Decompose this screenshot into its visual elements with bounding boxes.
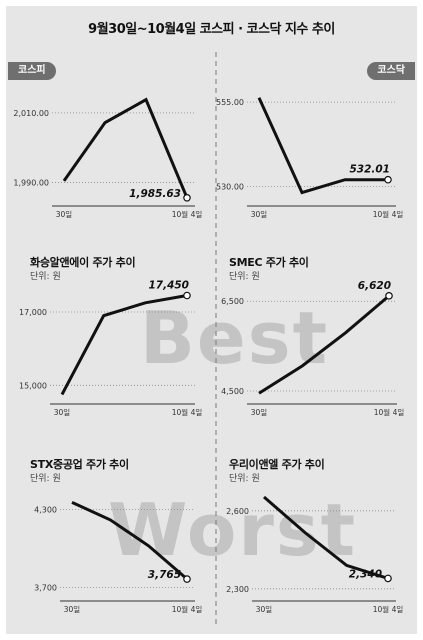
kospi-series-line [62, 97, 189, 199]
kospi-xtick-label: 10월 4일 [172, 209, 203, 219]
hwaseung-end-label: 17,450 [148, 280, 189, 292]
smec-series-line [258, 294, 390, 395]
woori-series-line [263, 495, 389, 580]
chart-title: 9월30일~10월4일 코스피 · 코스닥 지수 추이 [88, 22, 335, 37]
stx-xtick-label: 30일 [64, 605, 81, 614]
woori-xtick-label: 10월 4일 [373, 604, 404, 614]
stx-end-label: 3,765 [148, 569, 181, 581]
smec-title: SMEC 주가 추이 [229, 256, 309, 269]
woori-xtick-label: 30일 [256, 605, 273, 614]
smec-end-point [385, 292, 393, 300]
kospi-ytick-label: 1,990.00 [13, 179, 49, 188]
woori-ytick-label: 2,600 [226, 507, 249, 516]
smec-xtick-label: 30일 [251, 408, 268, 417]
chart-frame [6, 6, 417, 634]
hwaseung-unit: 단위: 원 [30, 272, 61, 282]
stx-xtick-label: 10월 4일 [172, 604, 203, 614]
kosdaq-badge: 코스닥 [367, 62, 415, 80]
hwaseung-xtick-label: 10월 4일 [172, 407, 203, 417]
smec-unit: 단위: 원 [229, 272, 260, 282]
smec-xtick-label: 10월 4일 [374, 407, 405, 417]
kosdaq-xtick-label: 30일 [251, 210, 268, 219]
kospi-xtick-label: 30일 [56, 210, 73, 219]
hwaseung-series-line [60, 294, 188, 396]
hwaseung-ytick-label: 15,000 [19, 381, 47, 390]
kosdaq-ytick-label: 555.00 [216, 98, 244, 107]
kosdaq-ytick-label: 530.00 [216, 183, 244, 192]
kospi-end-point [183, 194, 191, 202]
smec-ytick-label: 4,500 [221, 387, 244, 396]
smec-end-label: 6,620 [358, 280, 391, 292]
kosdaq-series-line [257, 97, 389, 195]
woori-title: 우리이앤엘 주가 추이 [229, 458, 325, 471]
hwaseung-end-point [183, 291, 191, 300]
kosdaq-end-point [384, 175, 392, 184]
kospi-badge: 코스피 [8, 62, 56, 80]
stx-end-point [183, 575, 191, 583]
woori-unit: 단위: 원 [229, 474, 260, 484]
stx-ytick-label: 3,700 [34, 584, 57, 593]
kosdaq-xtick-label: 10월 4일 [373, 209, 404, 219]
stx-unit: 단위: 원 [30, 474, 61, 484]
woori-ytick-label: 2,300 [226, 585, 249, 594]
kospi-end-label: 1,985.63 [129, 188, 181, 200]
woori-end-point [384, 574, 392, 583]
stx-title: STX중공업 주가 추이 [30, 458, 129, 471]
woori-end-label: 2,340 [349, 568, 382, 580]
smec-ytick-label: 6,500 [221, 297, 244, 306]
hwaseung-xtick-label: 30일 [54, 408, 71, 417]
stx-series-line [71, 500, 188, 581]
stx-ytick-label: 4,300 [34, 506, 57, 515]
hwaseung-title: 화승알앤에이 주가 추이 [30, 256, 136, 269]
kosdaq-end-label: 532.01 [349, 164, 390, 176]
kospi-ytick-label: 2,010.00 [13, 109, 49, 118]
hwaseung-ytick-label: 17,000 [19, 308, 47, 317]
